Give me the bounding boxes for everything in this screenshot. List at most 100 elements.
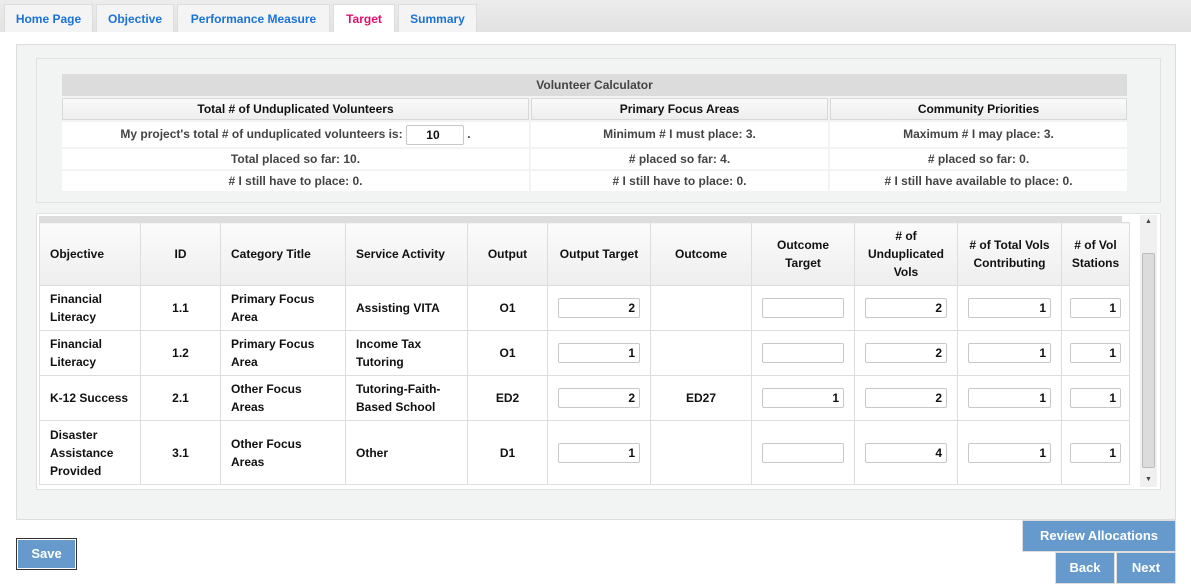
save-button[interactable]: Save — [16, 538, 77, 570]
total-label: My project's total # of unduplicated vol… — [120, 127, 403, 141]
tab-target[interactable]: Target — [333, 4, 395, 32]
output-target-input[interactable]: 2 — [558, 298, 640, 318]
next-button[interactable]: Next — [1116, 552, 1176, 584]
tab-objective[interactable]: Objective — [96, 4, 174, 32]
outcome-cell — [650, 285, 752, 331]
unduplicated-vols-cell: 2 — [854, 375, 958, 421]
calc-cell: Minimum # I must place: 3. — [531, 122, 828, 147]
unduplicated-vols-cell: 2 — [854, 330, 958, 376]
vol-stations-input[interactable]: 1 — [1070, 343, 1121, 363]
table-row: Financial Literacy 1.2 Primary Focus Area I… — [39, 330, 1130, 376]
col-total-vols: # of Total Vols Contributing — [957, 222, 1062, 286]
total-volunteers-input[interactable]: 10 — [405, 124, 464, 145]
output-cell: O1 — [467, 285, 548, 331]
outcome-target-input[interactable] — [762, 442, 844, 463]
stations-cell: 1 — [1061, 285, 1130, 331]
tab-performance-measure[interactable]: Performance Measure — [177, 4, 330, 32]
table-row: K-12 Success 2.1 Other Focus Areas Tutoring… — [39, 375, 1130, 421]
unduplicated-vols-input[interactable]: 2 — [865, 388, 947, 408]
unduplicated-vols-cell: 4 — [854, 420, 958, 485]
outcome-target-input[interactable] — [762, 343, 844, 363]
id-cell: 1.2 — [140, 330, 221, 376]
col-outcome: Outcome — [650, 222, 752, 286]
output-cell: D1 — [467, 420, 548, 485]
calc-cell: # placed so far: 4. — [531, 149, 828, 169]
vol-stations-input[interactable]: 1 — [1070, 442, 1121, 463]
total-vols-cell: 1 — [957, 375, 1062, 421]
table-row: Disaster Assistance Provided 3.1 Other Foc… — [39, 420, 1130, 485]
output-target-cell: 2 — [547, 375, 651, 421]
calc-header-total: Total # of Unduplicated Volunteers — [62, 98, 529, 120]
col-activity: Service Activity — [345, 222, 468, 286]
scroll-up-icon[interactable]: ▲ — [1145, 218, 1152, 225]
output-target-input[interactable]: 2 — [558, 388, 640, 408]
tab-bar: Home Page Objective Performance Measure … — [0, 0, 1191, 32]
calc-header-community: Community Priorities — [830, 98, 1127, 120]
activity-cell: Tutoring-Faith-Based School — [345, 375, 468, 421]
category-cell: Primary Focus Area — [220, 285, 346, 331]
calc-cell: # placed so far: 0. — [830, 149, 1127, 169]
total-vols-input[interactable]: 1 — [968, 343, 1051, 363]
output-target-input[interactable]: 1 — [558, 343, 640, 363]
calc-cell: # I still have to place: 0. — [531, 171, 828, 191]
unduplicated-vols-input[interactable]: 2 — [865, 298, 947, 318]
col-objective: Objective — [39, 222, 141, 286]
total-vols-cell: 1 — [957, 285, 1062, 331]
col-output: Output — [467, 222, 548, 286]
col-outcome-target: Outcome Target — [751, 222, 855, 286]
outcome-target-cell: 1 — [751, 375, 855, 421]
col-category: Category Title — [220, 222, 346, 286]
category-cell: Other Focus Areas — [220, 420, 346, 485]
total-vols-cell: 1 — [957, 420, 1062, 485]
tab-summary[interactable]: Summary — [398, 4, 477, 32]
objective-cell: Disaster Assistance Provided — [39, 420, 141, 485]
output-target-cell: 2 — [547, 285, 651, 331]
total-vols-input[interactable]: 1 — [968, 298, 1051, 318]
vol-stations-input[interactable]: 1 — [1070, 388, 1121, 408]
outcome-target-cell — [751, 420, 855, 485]
objective-cell: Financial Literacy — [39, 285, 141, 331]
table-header-row: Objective ID Category Title Service Acti… — [39, 222, 1130, 286]
outcome-target-input[interactable]: 1 — [762, 388, 844, 408]
stations-cell: 1 — [1061, 375, 1130, 421]
output-cell: ED2 — [467, 375, 548, 421]
review-allocations-button[interactable]: Review Allocations — [1022, 520, 1176, 552]
activity-cell: Income Tax Tutoring — [345, 330, 468, 376]
id-cell: 2.1 — [140, 375, 221, 421]
objective-cell: Financial Literacy — [39, 330, 141, 376]
col-stations: # of Vol Stations — [1061, 222, 1130, 286]
allocation-table: Objective ID Category Title Service Acti… — [39, 222, 1130, 485]
id-cell: 1.1 — [140, 285, 221, 331]
calc-cell: # I still have to place: 0. — [62, 171, 529, 191]
output-target-cell: 1 — [547, 330, 651, 376]
scroll-down-icon[interactable]: ▼ — [1145, 476, 1152, 483]
calc-header-primary: Primary Focus Areas — [531, 98, 828, 120]
unduplicated-vols-input[interactable]: 2 — [865, 343, 947, 363]
calc-cell: Maximum # I may place: 3. — [830, 122, 1127, 147]
col-unduplicated: # of Unduplicated Vols — [854, 222, 958, 286]
tab-home-page[interactable]: Home Page — [4, 4, 93, 32]
outcome-target-cell — [751, 330, 855, 376]
col-id: ID — [140, 222, 221, 286]
category-cell: Other Focus Areas — [220, 375, 346, 421]
outcome-target-input[interactable] — [762, 298, 844, 318]
total-vols-input[interactable]: 1 — [968, 388, 1051, 408]
unduplicated-vols-input[interactable]: 4 — [865, 442, 947, 463]
output-target-input[interactable]: 1 — [558, 442, 640, 463]
total-vols-cell: 1 — [957, 330, 1062, 376]
calc-cell: # I still have available to place: 0. — [830, 171, 1127, 191]
stations-cell: 1 — [1061, 330, 1130, 376]
outcome-cell — [650, 420, 752, 485]
calculator-title: Volunteer Calculator — [62, 74, 1127, 96]
table-row: Financial Literacy 1.1 Primary Focus Area A… — [39, 285, 1130, 331]
outcome-cell: ED27 — [650, 375, 752, 421]
back-button[interactable]: Back — [1055, 552, 1115, 584]
output-target-cell: 1 — [547, 420, 651, 485]
id-cell: 3.1 — [140, 420, 221, 485]
scrollbar-thumb[interactable] — [1142, 253, 1155, 468]
vol-stations-input[interactable]: 1 — [1070, 298, 1121, 318]
total-vols-input[interactable]: 1 — [968, 442, 1051, 463]
output-cell: O1 — [467, 330, 548, 376]
activity-cell: Assisting VITA — [345, 285, 468, 331]
col-output-target: Output Target — [547, 222, 651, 286]
